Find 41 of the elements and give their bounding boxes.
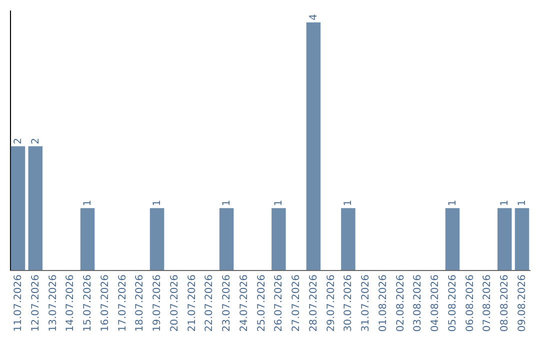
x-tick-label: 15.07.2026 — [82, 274, 94, 332]
data-label: 4 — [308, 14, 320, 20]
x-tick-label: 21.07.2026 — [186, 274, 198, 332]
x-tick-label: 23.07.2026 — [222, 274, 233, 332]
data-label: 1 — [274, 200, 285, 206]
x-tick-label: 30.07.2026 — [343, 274, 354, 332]
x-tick-label: 09.08.2026 — [517, 274, 528, 332]
data-label: 1 — [82, 200, 94, 206]
x-tick-label: 22.07.2026 — [204, 274, 216, 332]
data-label: 1 — [500, 200, 511, 206]
x-tick-label: 25.07.2026 — [256, 274, 268, 332]
x-tick-label: 02.08.2026 — [395, 274, 406, 332]
data-label: 2 — [30, 138, 42, 144]
x-tick-label: 28.07.2026 — [308, 274, 320, 332]
data-label: 1 — [447, 200, 458, 206]
x-tick-label: 16.07.2026 — [100, 274, 111, 332]
x-tick-label: 31.07.2026 — [360, 274, 372, 332]
data-label: 1 — [222, 200, 233, 206]
data-label: 1 — [343, 200, 354, 206]
x-tick-label: 24.07.2026 — [238, 274, 250, 332]
x-tick-label: 01.08.2026 — [378, 274, 389, 332]
x-tick-label: 13.07.2026 — [48, 274, 59, 332]
x-tick-label: 14.07.2026 — [65, 274, 76, 332]
x-tick-label: 08.08.2026 — [500, 274, 511, 332]
x-tick-label: 20.07.2026 — [169, 274, 180, 332]
x-tick-label: 06.08.2026 — [464, 274, 476, 332]
data-label: 2 — [12, 138, 24, 144]
x-tick-label: 11.07.2026 — [12, 274, 24, 332]
x-tick-label: 19.07.2026 — [152, 274, 164, 332]
x-tick-label: 03.08.2026 — [412, 274, 424, 332]
x-tick-label: 17.07.2026 — [117, 274, 128, 332]
x-tick-label: 29.07.2026 — [326, 274, 337, 332]
x-tick-label: 26.07.2026 — [274, 274, 285, 332]
x-tick-label: 18.07.2026 — [134, 274, 146, 332]
x-tick-label: 07.08.2026 — [482, 274, 494, 332]
x-tick-label: 04.08.2026 — [430, 274, 442, 332]
x-tick-label: 05.08.2026 — [447, 274, 458, 332]
x-tick-label: 12.07.2026 — [30, 274, 42, 332]
x-tick-label: 27.07.2026 — [291, 274, 302, 332]
data-label: 1 — [152, 200, 164, 206]
data-label: 1 — [517, 200, 528, 206]
